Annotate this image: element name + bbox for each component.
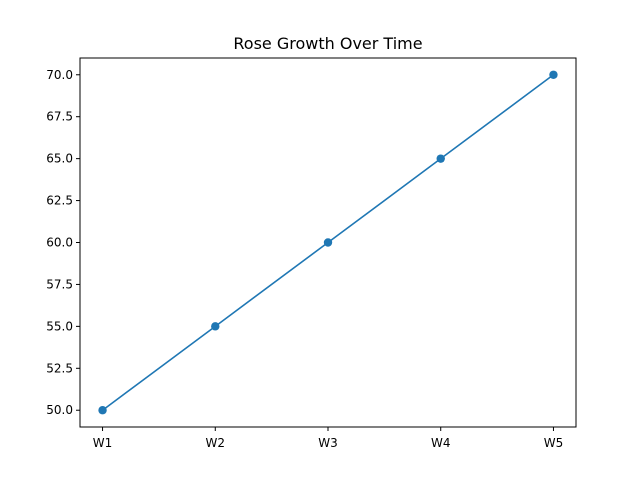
y-tick-label: 52.5	[46, 361, 73, 375]
y-tick-label: 55.0	[46, 319, 73, 333]
y-tick-label: 67.5	[46, 110, 73, 124]
y-tick-label: 57.5	[46, 277, 73, 291]
y-tick-label: 70.0	[46, 68, 73, 82]
data-point	[211, 322, 220, 331]
data-point	[549, 70, 558, 79]
y-tick-label: 65.0	[46, 152, 73, 166]
x-tick-label: W1	[93, 436, 113, 450]
y-tick-label: 62.5	[46, 194, 73, 208]
chart-title: Rose Growth Over Time	[233, 34, 422, 53]
x-tick-label: W4	[431, 436, 451, 450]
y-tick-label: 50.0	[46, 403, 73, 417]
x-tick-label: W3	[318, 436, 338, 450]
plot-area: 50.0 52.5 55.0 57.5 60.0 62.5 65.0 67.5 70.0 W1 W2…	[46, 57, 577, 450]
x-tick-label: W2	[206, 436, 226, 450]
x-tick-label: W5	[544, 436, 564, 450]
data-point	[323, 238, 333, 247]
y-tick-label: 60.0	[46, 236, 73, 250]
data-point	[436, 154, 445, 163]
data-point	[98, 406, 107, 415]
